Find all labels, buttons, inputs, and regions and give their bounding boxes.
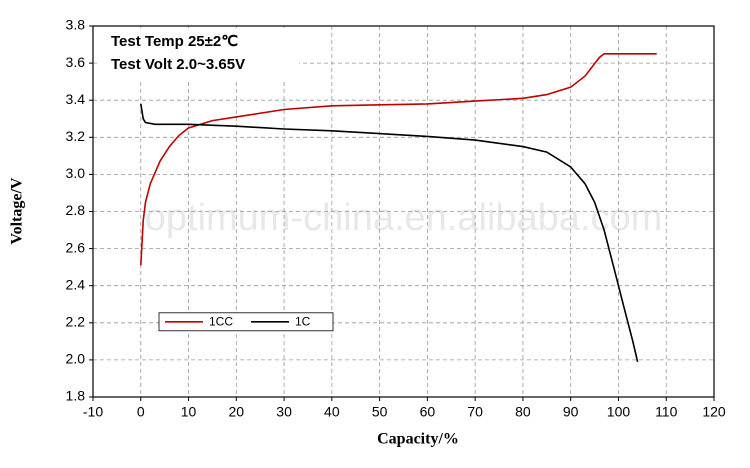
y-tick-label: 2.8 <box>66 202 86 218</box>
legend-label: 1CC <box>209 314 233 328</box>
y-axis-title: Voltage/V <box>9 177 26 244</box>
x-tick-label: 30 <box>276 404 292 420</box>
legend-box <box>158 312 334 332</box>
legend-label: 1C <box>295 314 311 328</box>
annotation: Test Temp 25±2℃ <box>111 33 238 50</box>
x-tick-label: 10 <box>181 404 197 420</box>
y-tick-label: 3.0 <box>66 165 86 181</box>
x-tick-label: 40 <box>324 404 340 420</box>
x-tick-label: 100 <box>607 404 631 420</box>
watermark: optimum-china.en.alibaba.com <box>145 197 663 239</box>
legend: 1CC 1C <box>158 312 334 332</box>
y-tick-label: 1.8 <box>66 388 86 404</box>
plot-frame <box>92 25 715 398</box>
annotation-box <box>99 28 299 80</box>
x-tick-label: 60 <box>420 404 436 420</box>
data-line <box>140 103 639 362</box>
y-tick-label: 2.4 <box>66 276 86 292</box>
y-tick-label: 2.2 <box>66 314 86 330</box>
y-tick-label: 3.4 <box>66 91 86 107</box>
x-tick-label: 80 <box>515 404 531 420</box>
x-axis-title: Capacity/% <box>377 431 459 448</box>
x-tick-label: 120 <box>702 404 726 420</box>
y-tick-label: 3.8 <box>66 17 86 33</box>
data-line <box>140 53 657 266</box>
x-tick-label: 20 <box>229 404 245 420</box>
y-tick-label: 3.2 <box>66 128 86 144</box>
y-tick-label: 2.0 <box>66 351 86 367</box>
x-tick-label: 110 <box>655 404 678 420</box>
y-tick-label: 3.6 <box>66 54 86 70</box>
x-tick-label: 0 <box>137 404 145 420</box>
x-tick-label: 70 <box>467 404 483 420</box>
y-tick-label: 2.6 <box>66 239 86 255</box>
x-tick-label: 50 <box>372 404 388 420</box>
x-tick-label: -10 <box>83 404 103 420</box>
annotation: Test Volt 2.0~3.65V <box>111 56 245 73</box>
x-tick-label: 90 <box>563 404 579 420</box>
